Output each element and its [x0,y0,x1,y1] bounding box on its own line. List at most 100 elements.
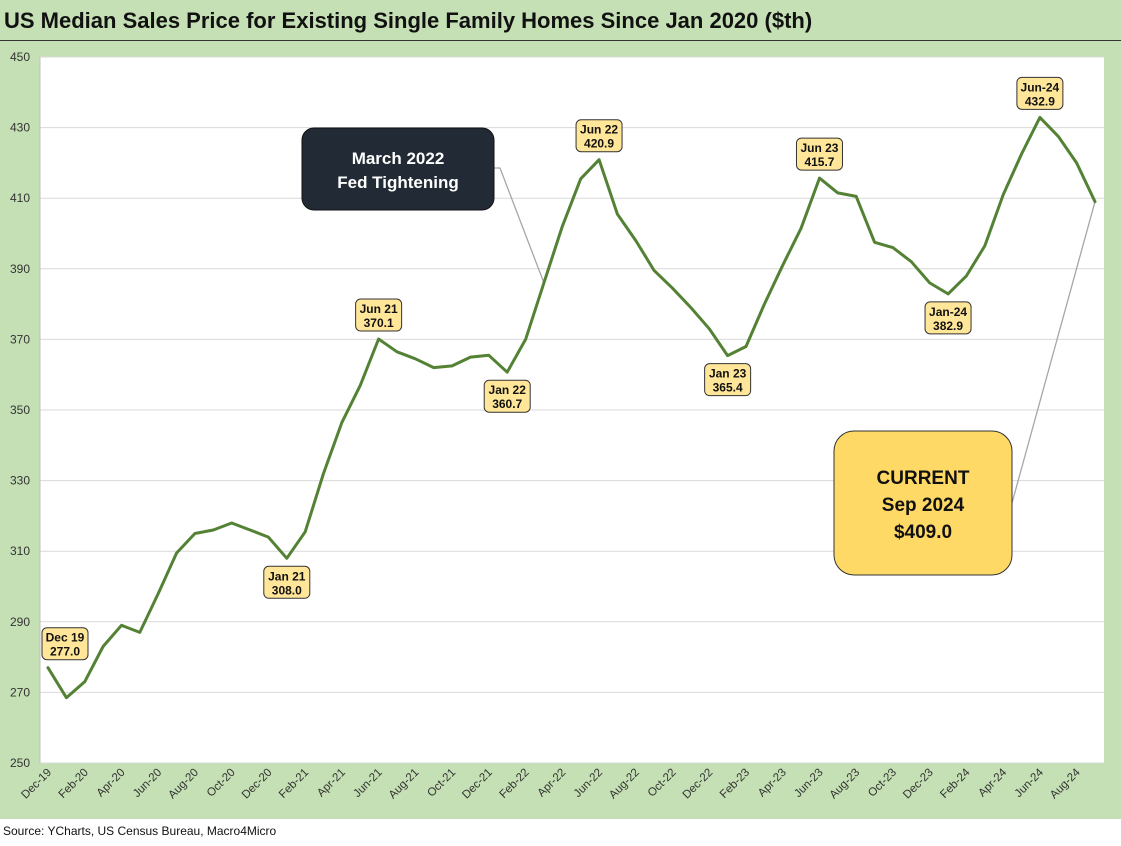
data-point [524,338,527,341]
data-point [598,158,601,161]
fed-callout-text: Fed Tightening [337,173,459,192]
x-tick-label: Feb-21 [277,767,311,801]
data-point [561,225,564,228]
x-tick-label: Oct-21 [425,767,458,800]
point-label-date: Jun 22 [580,123,618,137]
data-point [102,645,105,648]
data-point [230,521,233,524]
x-tick-label: Feb-22 [497,767,531,801]
data-point [781,264,784,267]
data-point [175,551,178,554]
data-point [377,338,380,341]
point-label-value: 382.9 [933,319,963,333]
point-label-date: Jan 21 [268,569,306,583]
x-tick-label: Dec-22 [681,767,716,802]
point-label-box [41,627,89,661]
data-point [83,680,86,683]
data-point [322,472,325,475]
data-point [542,281,545,284]
point-label-date: Jan-24 [929,305,967,319]
x-tick-label: Feb-24 [938,766,973,801]
x-tick-label: Jun-23 [792,767,825,800]
point-label-date: Jan 22 [489,383,527,397]
data-point [1075,161,1078,164]
data-point [469,356,472,359]
x-tick-label: Jun-22 [572,767,605,800]
data-point [432,366,435,369]
x-tick-label: Feb-23 [718,767,752,801]
y-tick-label: 310 [10,544,30,558]
data-point [726,354,729,357]
x-tick-label: Dec-20 [240,767,275,802]
x-tick-label: Aug-24 [1048,766,1083,801]
x-tick-label: Apr-23 [756,767,789,800]
data-point [65,696,68,699]
data-point [267,536,270,539]
data-point [193,532,196,535]
point-label-value: 360.7 [492,397,522,411]
current-callout-text: CURRENT [877,468,970,489]
data-point [634,239,637,242]
data-point [249,529,252,532]
point-label-value: 432.9 [1025,94,1055,108]
fed-callout-box [301,127,495,211]
y-tick-label: 410 [10,191,30,205]
data-point [1020,153,1023,156]
data-point [745,345,748,348]
data-point [359,384,362,387]
data-point [763,303,766,306]
data-point [965,274,968,277]
data-point [285,557,288,560]
point-label-date: Dec 19 [46,631,85,645]
data-point [157,592,160,595]
data-point [928,281,931,284]
point-label-value: 420.9 [584,137,614,151]
y-tick-label: 370 [10,332,30,346]
point-label-box [924,301,972,335]
point-label-box [263,565,311,599]
data-point [983,244,986,247]
data-point [506,371,509,374]
point-label-date: Jun 21 [360,302,398,316]
x-tick-label: Dec-23 [901,767,936,802]
data-point [47,666,50,669]
x-tick-label: Feb-20 [57,767,91,801]
point-label-box [704,363,752,397]
data-point [1057,135,1060,138]
data-point [653,269,656,272]
current-callout-text: $409.0 [894,522,952,543]
data-point [671,287,674,290]
point-label-box [1016,76,1064,110]
x-tick-label: Aug-23 [828,767,863,802]
point-label-date: Jun-24 [1021,80,1060,94]
point-label-value: 277.0 [50,645,80,659]
data-point [910,260,913,263]
fed-callout-text: March 2022 [352,149,445,168]
data-point [414,357,417,360]
data-point [1094,200,1097,203]
data-point [800,227,803,230]
x-tick-label: Apr-20 [95,767,128,800]
x-tick-label: Jun-20 [131,767,164,800]
data-point [947,292,950,295]
point-label-value: 365.4 [713,381,743,395]
data-point [1038,116,1041,119]
point-label-value: 370.1 [364,316,394,330]
x-tick-label: Aug-22 [607,767,642,802]
point-label-value: 415.7 [804,155,834,169]
data-point [487,354,490,357]
data-point [579,177,582,180]
y-tick-label: 450 [10,50,30,64]
x-tick-label: Apr-22 [536,767,569,800]
data-point [396,350,399,353]
x-tick-label: Apr-24 [976,766,1009,799]
current-callout-box [833,430,1013,576]
y-tick-label: 390 [10,262,30,276]
x-tick-label: Oct-22 [646,767,679,800]
y-tick-label: 350 [10,403,30,417]
price-series-line [46,115,1097,700]
current-callout-text: Sep 2024 [882,495,965,516]
point-label-box [483,379,531,413]
data-point [689,306,692,309]
